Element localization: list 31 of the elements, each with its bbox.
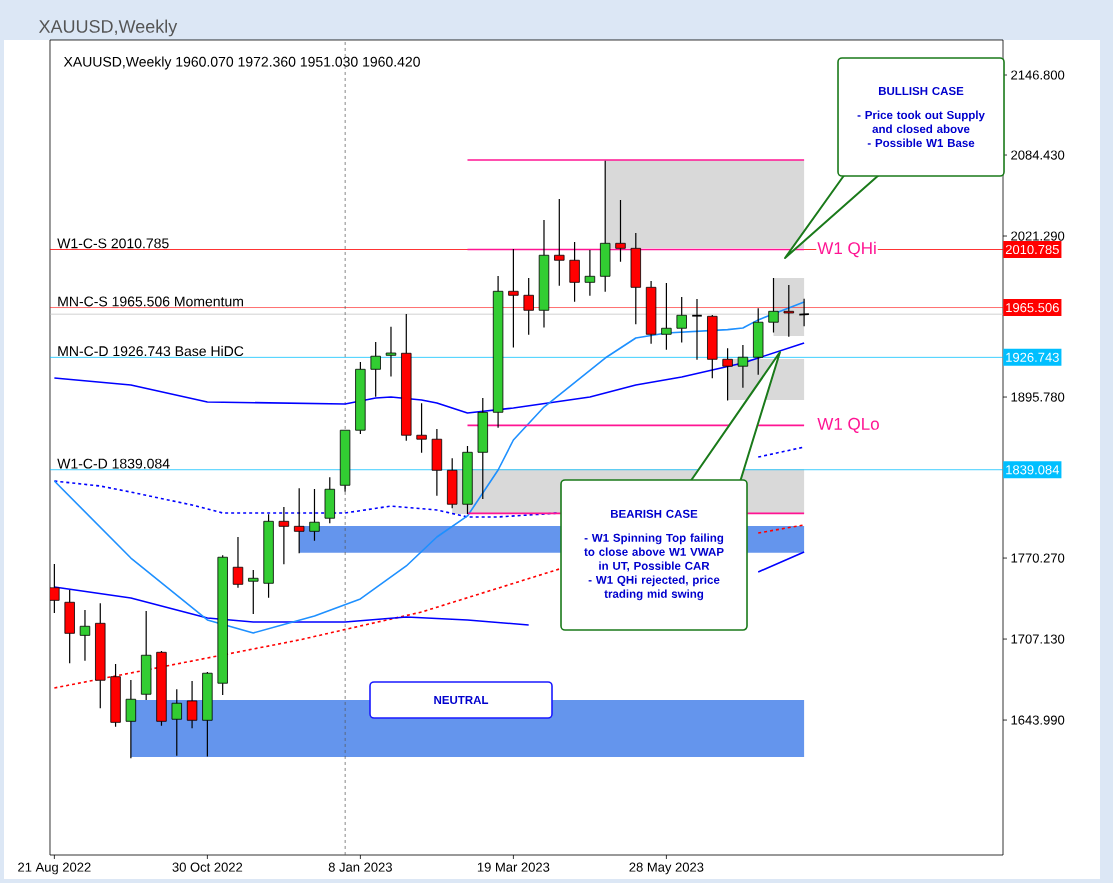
annotation: W1-C-D 1839.084	[57, 458, 170, 469]
ref-line-label: 1839.084	[1006, 465, 1060, 475]
x-tick-label: 21 Aug 2022	[18, 862, 91, 875]
y-tick-label: 1895.780	[1011, 392, 1065, 402]
y-tick-label: 1770.270	[1011, 553, 1065, 563]
chart-title: XAUUSD,Weekly	[38, 19, 178, 37]
y-tick-label: 1643.990	[1011, 715, 1065, 725]
annotation: - W1 Spinning Top failing to close above W1 VWAP in UT, Possible CAR	[584, 533, 724, 572]
annotation: W1-C-S 2010.785	[57, 238, 169, 249]
y-tick-label: 2146.800	[1011, 70, 1065, 80]
ref-line-label: 1965.506	[1006, 302, 1059, 313]
x-tick-label: 28 May 2023	[629, 862, 704, 875]
annotation: NEUTRAL	[434, 695, 489, 705]
y-tick-label: 2021.290	[1011, 231, 1065, 241]
annotation: - Possible W1 Base	[867, 138, 975, 148]
annotation: MN-C-D 1926.743 Base HiDC	[58, 345, 244, 357]
text: XAUUSD,Weekly 1960.070 1972.360 1951.030 1960.420	[63, 56, 420, 70]
annotation: - W1 QHi rejected, price trading mid swing	[588, 575, 720, 601]
annotation: BULLISH CASE	[878, 86, 964, 96]
annotation: W1 QLo	[817, 417, 879, 433]
ref-line-label: 1926.743	[1006, 352, 1059, 362]
annotation: BEARISH CASE	[611, 509, 698, 518]
annotation: - Price took out Supply and closed above	[857, 110, 985, 134]
y-tick-label: 2084.430	[1011, 150, 1065, 160]
annotation: MN-C-S 1965.506 Momentum	[58, 296, 243, 307]
x-tick-label: 8 Jan 2023	[328, 862, 392, 872]
ref-line-label: 2010.785	[1005, 244, 1059, 255]
y-tick-label: 1707.130	[1011, 634, 1065, 644]
annotation: W1 QHi	[817, 241, 876, 258]
x-tick-label: 30 Oct 2022	[172, 862, 243, 872]
x-tick-label: 19 Mar 2023	[477, 862, 550, 872]
